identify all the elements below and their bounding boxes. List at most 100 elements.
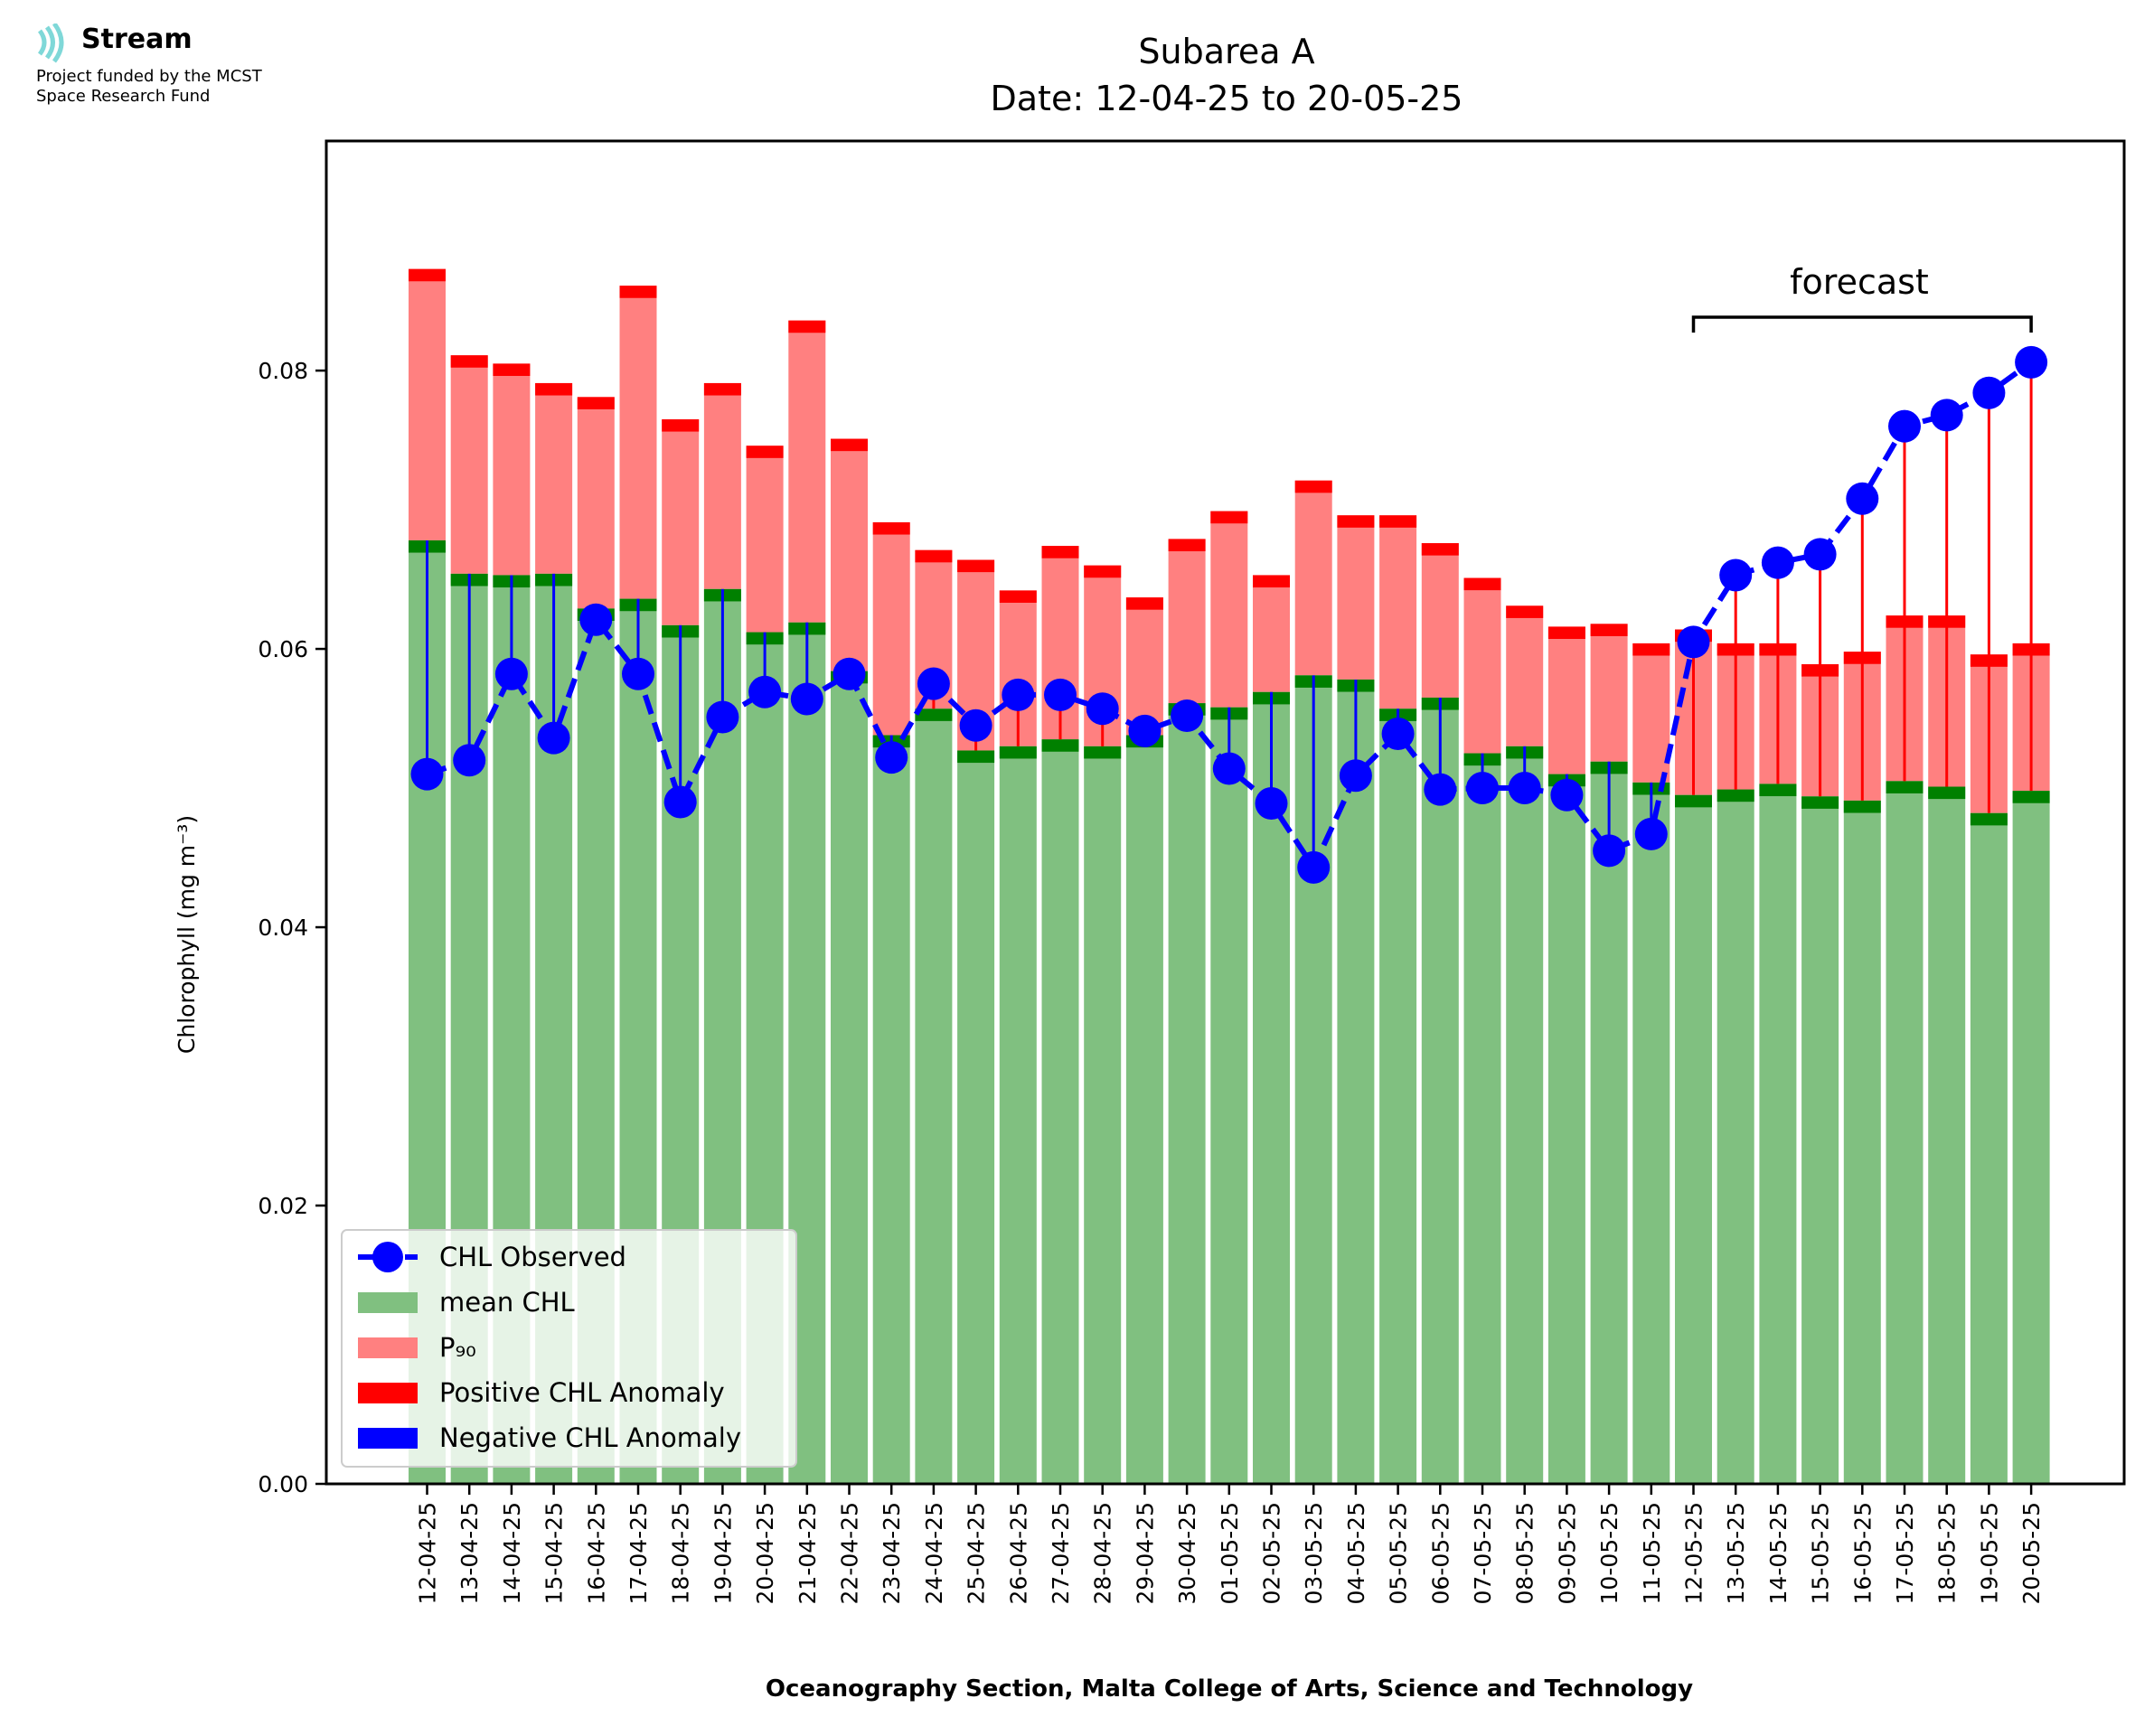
p90-bar [831,438,868,671]
x-tick-label: 17-05-25 [1892,1502,1918,1604]
p90-bar-cap [1294,480,1332,493]
observed-point [959,708,992,742]
p90-bar-cap [409,268,446,282]
observed-point [748,675,782,708]
p90-bar [746,446,784,633]
mean-bar-cap [1843,800,1881,813]
x-tick-label: 12-04-25 [415,1502,441,1604]
observed-point [1128,714,1162,747]
observed-point [1002,678,1035,711]
forecast-label: forecast [1790,262,1929,302]
p90-bar [1379,515,1417,709]
p90-bar-cap [535,382,573,396]
legend-box [341,1229,797,1468]
x-tick-label: 14-04-25 [499,1502,525,1604]
p90-bar-cap [1084,565,1122,578]
p90-bar-cap [577,397,615,409]
x-tick-label: 11-05-25 [1639,1502,1665,1604]
legend-swatch [358,1292,418,1313]
p90-bar [493,363,531,576]
mean-bar [1421,697,1459,1484]
legend-label: CHL Observed [439,1242,626,1272]
funding-line-1: Project funded by the MCST [36,67,262,86]
x-tick-label: 16-05-25 [1849,1502,1876,1604]
p90-bar [662,418,700,625]
p90-bar-cap [662,418,700,432]
observed-point [1466,772,1499,805]
x-tick-label: 18-04-25 [668,1502,694,1604]
x-tick-label: 17-04-25 [626,1502,652,1604]
x-tick-label: 23-04-25 [879,1502,905,1604]
y-tick-label: 0.08 [258,358,308,384]
p90-bar-cap [1379,515,1417,528]
mean-bar [1547,774,1585,1484]
observed-point [1086,692,1119,726]
p90-bar [535,382,573,574]
y-tick-label: 0.00 [258,1471,308,1497]
observed-point [1593,834,1626,868]
observed-point [410,757,444,791]
mean-bar-cap [1084,746,1122,759]
x-tick-label: 30-04-25 [1174,1502,1200,1604]
mean-bar-cap [1928,786,1966,800]
observed-point [875,741,908,774]
x-tick-label: 25-04-25 [964,1502,990,1604]
mean-bar [1590,761,1628,1484]
x-tick-label: 29-04-25 [1132,1502,1158,1604]
mean-bar [1886,781,1924,1484]
mean-bar-cap [915,708,953,721]
p90-bar-cap [872,521,910,535]
bars-layer [409,268,2050,1485]
observed-point [663,785,697,819]
observed-line-layer [410,345,2048,884]
legend-label: Negative CHL Anomaly [439,1422,741,1453]
observed-point [1424,773,1457,806]
p90-bar-cap [957,559,995,573]
y-tick-label: 0.04 [258,915,308,941]
p90-bar-cap [493,363,531,376]
observed-point [1719,558,1753,592]
x-tick-label: 21-04-25 [795,1502,821,1604]
mean-bar [1084,746,1122,1484]
chart-subtitle: Date: 12-04-25 to 20-05-25 [991,79,1463,118]
x-tick-label: 15-05-25 [1808,1502,1834,1604]
logo-brand-name: Stream [81,23,193,55]
mean-bar [1717,789,1754,1484]
x-tick-label: 22-04-25 [837,1502,863,1604]
legend-swatch [358,1337,418,1358]
p90-bar [1125,597,1163,736]
mean-bar-cap [1801,796,1839,809]
observed-point [917,667,950,700]
y-axis-label: Chlorophyll (mg m⁻³) [174,815,200,1054]
mean-bar-cap [1970,812,2008,826]
axes-layer: 0.00 0.02 0.04 0.06 0.08 12-04-25 13-04-25 14-0… [258,139,2126,1604]
p90-bar-cap [915,549,953,563]
y-tick-label: 0.06 [258,636,308,662]
p90-bar-cap [619,286,657,298]
observed-point [1634,817,1668,850]
anomaly-lines-layer [426,361,2033,868]
forecast-bracket [1691,315,2033,333]
observed-point [706,700,739,734]
p90-bar [1253,575,1290,692]
p90-bar-cap [746,446,784,458]
p90-bar-cap [1632,643,1670,656]
p90-bar [1547,626,1585,774]
p90-bar [1337,515,1375,680]
mean-bar [1759,784,1797,1484]
p90-bar-cap [1210,511,1248,524]
x-tick-label: 28-04-25 [1090,1502,1116,1604]
mean-bar [1041,739,1079,1484]
mean-bar-cap [999,746,1037,759]
mean-bar [915,708,953,1484]
mean-bar [1506,746,1544,1484]
p90-bar [409,268,446,540]
mean-bar [1168,703,1206,1484]
observed-point [790,682,823,716]
x-tick-label: 07-05-25 [1470,1502,1496,1604]
p90-bar-cap [1041,546,1079,558]
x-tick-label: 16-04-25 [583,1502,609,1604]
p90-bar [1632,643,1670,783]
observed-point [1297,850,1331,884]
